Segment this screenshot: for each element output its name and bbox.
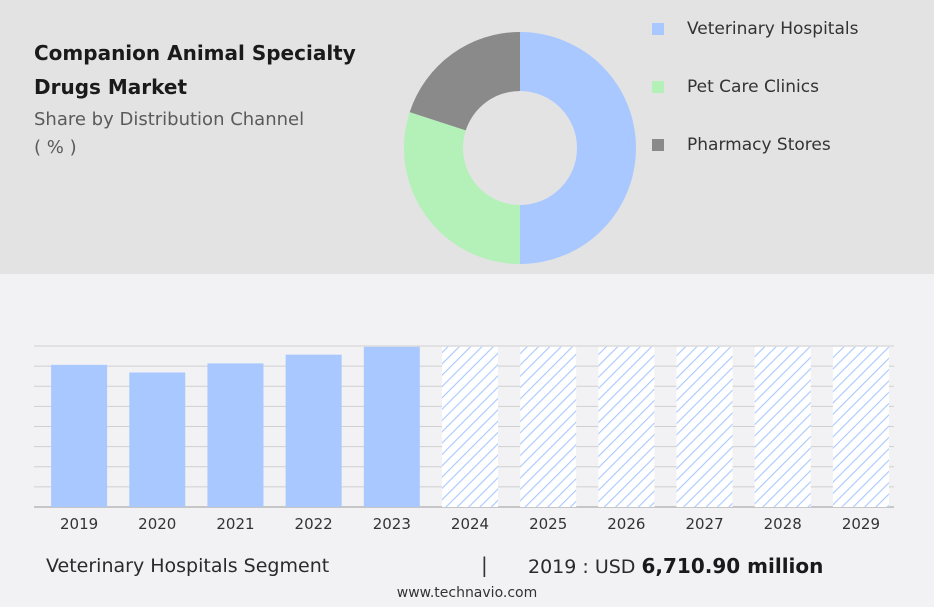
- x-tick-label: 2021: [216, 515, 254, 533]
- legend-swatch-veterinary-hospitals: [652, 23, 664, 35]
- legend-label: Pet Care Clinics: [687, 77, 819, 97]
- x-tick-label: 2024: [451, 515, 489, 533]
- website-link[interactable]: www.technavio.com: [396, 585, 538, 601]
- legend-label: Veterinary Hospitals: [687, 19, 859, 39]
- bar-2022: [285, 354, 342, 507]
- bar-2020: [129, 372, 186, 507]
- footer-separator: |: [481, 553, 488, 577]
- forecast-bar-2028: [754, 346, 811, 507]
- bar-chart: 2019 2020 2021 2022 2023 2024 2025 2026 2027 2028…: [34, 345, 894, 533]
- legend-item-veterinary-hospitals: Veterinary Hospitals: [652, 14, 858, 44]
- bar-2019: [51, 364, 108, 507]
- chart-subtitle: Share by Distribution Channel ( % ): [34, 106, 364, 162]
- x-tick-label: 2023: [373, 515, 411, 533]
- footer-value-prefix: 2019 : USD: [528, 556, 636, 578]
- donut-slice-veterinary-hospitals: [520, 32, 636, 264]
- donut-slice-pet-care-clinics: [404, 112, 520, 265]
- forecast-bar-2026: [598, 346, 655, 507]
- legend-swatch-pharmacy-stores: [652, 139, 664, 151]
- x-tick-label: 2019: [60, 515, 98, 533]
- subtitle-text: Share by Distribution Channel: [34, 109, 305, 130]
- bar-2023: [363, 346, 420, 507]
- bar-2021: [207, 363, 264, 507]
- footer-segment: Veterinary Hospitals Segment: [46, 555, 330, 577]
- x-tick-label: 2020: [138, 515, 176, 533]
- x-tick-label: 2028: [764, 515, 802, 533]
- x-tick-label: 2027: [685, 515, 723, 533]
- forecast-bar-2024: [442, 346, 498, 507]
- forecast-bar-2029: [832, 346, 889, 507]
- donut-chart: [404, 32, 636, 265]
- legend-label: Pharmacy Stores: [687, 135, 831, 155]
- forecast-bar-2025: [520, 346, 577, 507]
- chart-title: Companion Animal Specialty Drugs Market: [34, 41, 356, 99]
- footer-value-amount: 6,710.90 million: [641, 554, 824, 578]
- legend: Veterinary Hospitals Pet Care Clinics Ph…: [652, 14, 858, 188]
- x-tick-label: 2022: [295, 515, 333, 533]
- subtitle-unit: ( % ): [34, 137, 77, 158]
- x-tick-label: 2025: [529, 515, 567, 533]
- donut-slice-pharmacy-stores: [409, 32, 520, 131]
- legend-item-pharmacy-stores: Pharmacy Stores: [652, 130, 858, 160]
- legend-item-pet-care-clinics: Pet Care Clinics: [652, 72, 858, 102]
- legend-swatch-pet-care-clinics: [652, 81, 664, 93]
- x-tick-label: 2029: [842, 515, 880, 533]
- x-tick-label: 2026: [607, 515, 645, 533]
- forecast-bar-2027: [676, 346, 733, 507]
- footer-value: 2019 : USD 6,710.90 million: [528, 554, 823, 578]
